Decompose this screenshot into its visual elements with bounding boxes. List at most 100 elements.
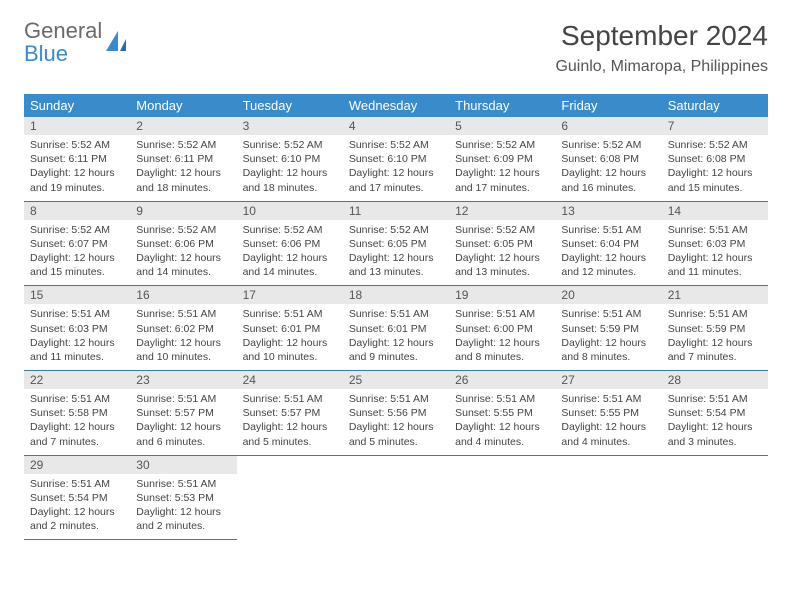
day-cell: 23Sunrise: 5:51 AMSunset: 5:57 PMDayligh… [130,371,236,456]
sunrise-line: Sunrise: 5:52 AM [455,138,549,152]
calendar-table: SundayMondayTuesdayWednesdayThursdayFrid… [24,94,768,540]
day-body: Sunrise: 5:51 AMSunset: 5:57 PMDaylight:… [130,389,236,455]
sunrise-line: Sunrise: 5:51 AM [349,307,443,321]
day-body: Sunrise: 5:52 AMSunset: 6:06 PMDaylight:… [237,220,343,286]
day-body: Sunrise: 5:51 AMSunset: 5:55 PMDaylight:… [449,389,555,455]
daylight-line: Daylight: 12 hours and 10 minutes. [243,336,337,364]
day-cell: 8Sunrise: 5:52 AMSunset: 6:07 PMDaylight… [24,201,130,286]
sunrise-line: Sunrise: 5:52 AM [30,138,124,152]
sunrise-line: Sunrise: 5:52 AM [455,223,549,237]
sunrise-line: Sunrise: 5:51 AM [30,392,124,406]
day-cell: 21Sunrise: 5:51 AMSunset: 5:59 PMDayligh… [662,286,768,371]
sunset-line: Sunset: 6:04 PM [561,237,655,251]
day-number: 18 [343,286,449,304]
sunrise-line: Sunrise: 5:51 AM [561,392,655,406]
sunset-line: Sunset: 6:01 PM [243,322,337,336]
day-body: Sunrise: 5:52 AMSunset: 6:08 PMDaylight:… [555,135,661,201]
sunrise-line: Sunrise: 5:51 AM [30,307,124,321]
day-body: Sunrise: 5:51 AMSunset: 5:58 PMDaylight:… [24,389,130,455]
day-body: Sunrise: 5:52 AMSunset: 6:09 PMDaylight:… [449,135,555,201]
day-body: Sunrise: 5:51 AMSunset: 5:55 PMDaylight:… [555,389,661,455]
daylight-line: Daylight: 12 hours and 14 minutes. [136,251,230,279]
sunset-line: Sunset: 6:03 PM [30,322,124,336]
day-number: 24 [237,371,343,389]
day-number: 29 [24,456,130,474]
daylight-line: Daylight: 12 hours and 7 minutes. [668,336,762,364]
sunset-line: Sunset: 6:06 PM [243,237,337,251]
day-cell: 5Sunrise: 5:52 AMSunset: 6:09 PMDaylight… [449,117,555,201]
day-body: Sunrise: 5:51 AMSunset: 6:03 PMDaylight:… [662,220,768,286]
sunrise-line: Sunrise: 5:51 AM [455,307,549,321]
sunrise-line: Sunrise: 5:51 AM [561,223,655,237]
day-number: 3 [237,117,343,135]
daylight-line: Daylight: 12 hours and 13 minutes. [349,251,443,279]
day-body: Sunrise: 5:51 AMSunset: 6:03 PMDaylight:… [24,304,130,370]
sunrise-line: Sunrise: 5:51 AM [136,307,230,321]
sunrise-line: Sunrise: 5:51 AM [561,307,655,321]
daylight-line: Daylight: 12 hours and 11 minutes. [30,336,124,364]
sunset-line: Sunset: 6:03 PM [668,237,762,251]
sunset-line: Sunset: 6:11 PM [136,152,230,166]
daylight-line: Daylight: 12 hours and 9 minutes. [349,336,443,364]
day-body: Sunrise: 5:52 AMSunset: 6:07 PMDaylight:… [24,220,130,286]
sunset-line: Sunset: 5:54 PM [30,491,124,505]
sunset-line: Sunset: 6:08 PM [561,152,655,166]
location: Guinlo, Mimaropa, Philippines [555,58,768,76]
day-body: Sunrise: 5:52 AMSunset: 6:06 PMDaylight:… [130,220,236,286]
day-header: Sunday [24,94,130,117]
day-cell: 24Sunrise: 5:51 AMSunset: 5:57 PMDayligh… [237,371,343,456]
daylight-line: Daylight: 12 hours and 2 minutes. [30,505,124,533]
sunset-line: Sunset: 5:55 PM [561,406,655,420]
header: General Blue September 2024 Guinlo, Mima… [24,20,768,76]
day-cell: 27Sunrise: 5:51 AMSunset: 5:55 PMDayligh… [555,371,661,456]
day-body: Sunrise: 5:51 AMSunset: 5:53 PMDaylight:… [130,474,236,540]
sunrise-line: Sunrise: 5:51 AM [136,392,230,406]
sunrise-line: Sunrise: 5:52 AM [136,223,230,237]
sunset-line: Sunset: 5:59 PM [561,322,655,336]
sunset-line: Sunset: 5:57 PM [136,406,230,420]
week-row: 15Sunrise: 5:51 AMSunset: 6:03 PMDayligh… [24,286,768,371]
daylight-line: Daylight: 12 hours and 4 minutes. [561,420,655,448]
logo-text-blue: Blue [24,41,68,66]
day-number: 7 [662,117,768,135]
day-cell: 29Sunrise: 5:51 AMSunset: 5:54 PMDayligh… [24,455,130,540]
sunset-line: Sunset: 5:54 PM [668,406,762,420]
daylight-line: Daylight: 12 hours and 5 minutes. [349,420,443,448]
day-number: 21 [662,286,768,304]
daylight-line: Daylight: 12 hours and 4 minutes. [455,420,549,448]
title-block: September 2024 Guinlo, Mimaropa, Philipp… [555,20,768,76]
day-cell: 1Sunrise: 5:52 AMSunset: 6:11 PMDaylight… [24,117,130,201]
month-title: September 2024 [555,20,768,52]
day-body: Sunrise: 5:51 AMSunset: 6:02 PMDaylight:… [130,304,236,370]
day-cell [662,455,768,540]
day-body: Sunrise: 5:51 AMSunset: 5:57 PMDaylight:… [237,389,343,455]
sunrise-line: Sunrise: 5:51 AM [455,392,549,406]
day-number: 20 [555,286,661,304]
sunrise-line: Sunrise: 5:52 AM [561,138,655,152]
logo-text-block: General Blue [24,20,102,66]
daylight-line: Daylight: 12 hours and 12 minutes. [561,251,655,279]
day-cell [449,455,555,540]
day-cell: 16Sunrise: 5:51 AMSunset: 6:02 PMDayligh… [130,286,236,371]
sunset-line: Sunset: 5:59 PM [668,322,762,336]
day-number: 15 [24,286,130,304]
day-header: Saturday [662,94,768,117]
day-number: 17 [237,286,343,304]
sunrise-line: Sunrise: 5:52 AM [136,138,230,152]
daylight-line: Daylight: 12 hours and 3 minutes. [668,420,762,448]
day-body: Sunrise: 5:52 AMSunset: 6:08 PMDaylight:… [662,135,768,201]
day-number: 1 [24,117,130,135]
day-cell: 26Sunrise: 5:51 AMSunset: 5:55 PMDayligh… [449,371,555,456]
sunset-line: Sunset: 6:01 PM [349,322,443,336]
daylight-line: Daylight: 12 hours and 10 minutes. [136,336,230,364]
day-number: 28 [662,371,768,389]
day-number: 25 [343,371,449,389]
sunrise-line: Sunrise: 5:52 AM [668,138,762,152]
day-header-row: SundayMondayTuesdayWednesdayThursdayFrid… [24,94,768,117]
sunset-line: Sunset: 6:10 PM [243,152,337,166]
sunrise-line: Sunrise: 5:51 AM [136,477,230,491]
day-cell: 6Sunrise: 5:52 AMSunset: 6:08 PMDaylight… [555,117,661,201]
day-cell: 25Sunrise: 5:51 AMSunset: 5:56 PMDayligh… [343,371,449,456]
day-number: 19 [449,286,555,304]
sunset-line: Sunset: 5:53 PM [136,491,230,505]
